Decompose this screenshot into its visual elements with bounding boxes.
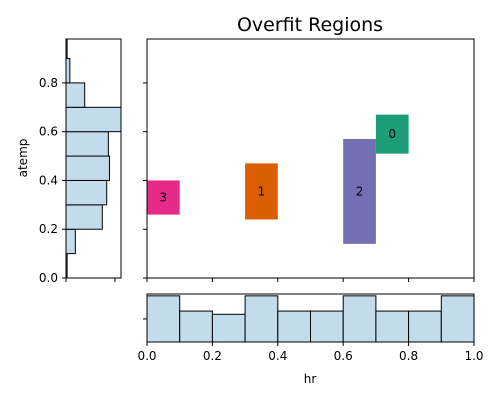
x-hist-bar-8 xyxy=(408,310,442,343)
region-rect-1 xyxy=(245,163,278,220)
region-rect-2 xyxy=(343,138,376,244)
x-hist-bar-7 xyxy=(375,310,410,343)
x-hist-bar-4 xyxy=(277,310,311,343)
y-hist-bar-6 xyxy=(65,106,122,133)
y-tick-label-4: 0.8 xyxy=(39,76,58,90)
x-axis-label: hr xyxy=(304,372,317,386)
x-hist-bar-2 xyxy=(211,313,246,343)
y-hist-frame xyxy=(65,38,122,279)
x-tick-label-0: 0.0 xyxy=(137,349,156,363)
y-histogram-panel: 0.0 0.2 0.4 0.6 0.8 xyxy=(39,38,122,285)
region-label-1: 1 xyxy=(258,184,266,198)
region-rect-3 xyxy=(147,180,180,215)
x-tick-label-2: 0.4 xyxy=(268,349,287,363)
y-hist-bar-3 xyxy=(65,179,108,206)
y-axis-label: atemp xyxy=(16,139,30,178)
y-hist-bar-5 xyxy=(65,131,109,157)
x-hist-frame xyxy=(146,293,475,343)
region-label-2: 2 xyxy=(356,184,364,198)
region-rect-0 xyxy=(375,114,409,154)
y-hist-bar-2 xyxy=(65,204,103,230)
y-tick-label-2: 0.4 xyxy=(39,173,58,187)
y-hist-bar-8 xyxy=(65,58,71,84)
y-hist-bar-4 xyxy=(65,155,110,181)
x-hist-bar-0 xyxy=(146,295,181,343)
x-hist-bar-1 xyxy=(179,310,213,343)
region-label-3: 3 xyxy=(160,191,168,205)
y-hist-bar-1 xyxy=(65,228,76,255)
chart-title: Overfit Regions xyxy=(237,14,383,36)
x-tick-label-3: 0.6 xyxy=(334,349,353,363)
y-tick-label-0: 0.0 xyxy=(39,271,58,285)
main-plot-frame xyxy=(146,38,475,279)
x-tick-label-5: 1.0 xyxy=(464,349,483,363)
x-hist-bar-5 xyxy=(310,310,344,343)
x-tick-label-1: 0.2 xyxy=(203,349,222,363)
y-hist-bar-7 xyxy=(65,82,86,108)
x-histogram-panel: 0.0 0.2 0.4 0.6 0.8 1.0 xyxy=(137,293,484,363)
x-hist-bar-6 xyxy=(342,295,377,343)
x-hist-bar-9 xyxy=(440,295,475,343)
main-plot-panel: 0 1 2 3 xyxy=(143,38,475,282)
x-hist-bar-3 xyxy=(244,295,279,343)
x-tick-label-4: 0.8 xyxy=(399,349,418,363)
y-tick-label-3: 0.6 xyxy=(39,125,58,139)
y-tick-label-1: 0.2 xyxy=(39,222,58,236)
region-label-0: 0 xyxy=(388,127,396,141)
